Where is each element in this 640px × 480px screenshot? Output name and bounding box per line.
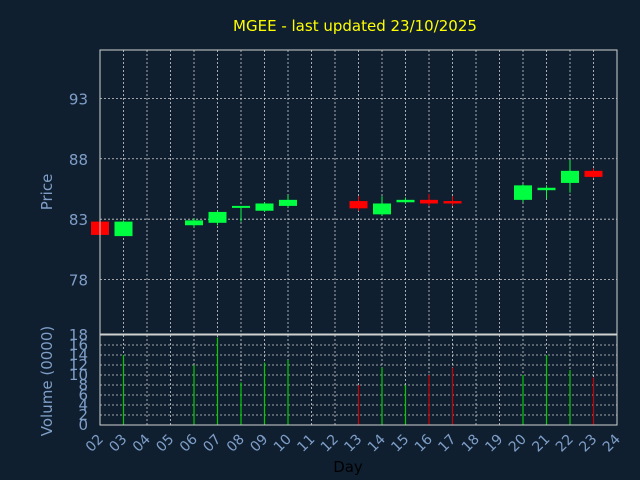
candle-23 — [584, 168, 603, 179]
price-axis-label: Price — [38, 174, 56, 211]
day-tick-label: 10 — [271, 432, 295, 456]
candle-21 — [537, 185, 556, 199]
candle-body — [255, 203, 274, 211]
candle-22 — [561, 159, 579, 193]
day-tick-label: 20 — [506, 432, 530, 456]
day-tick-label: 23 — [576, 432, 600, 456]
day-tick-label: 16 — [412, 431, 436, 455]
volume-tick-label: 18 — [69, 326, 88, 344]
day-tick-labels: 02 03 04 05 06 07 08 09 10 11 12 13 14 15 16 17 18 19 20 21… — [83, 431, 624, 455]
candle-13 — [349, 196, 368, 211]
candle-body — [584, 170, 603, 177]
price-tick-label: 78 — [69, 272, 88, 290]
candle-15 — [396, 197, 415, 204]
candle-body — [373, 203, 391, 215]
volume-tick-label: 10 — [69, 366, 88, 384]
day-tick-label: 24 — [600, 431, 624, 455]
volume-tick-label: 0 — [78, 416, 88, 434]
candle-body — [114, 221, 133, 237]
day-tick-label: 09 — [247, 432, 271, 456]
day-tick-label: 07 — [200, 432, 224, 456]
candle-body — [396, 199, 415, 203]
day-tick-label: 18 — [459, 432, 483, 456]
volume-tick-label: 2 — [78, 406, 88, 424]
candle-07 — [208, 210, 227, 226]
candle-17 — [443, 196, 462, 206]
volume-tick-label: 14 — [69, 346, 88, 364]
candle-16 — [420, 193, 438, 206]
day-tick-label: 08 — [224, 432, 248, 456]
candle-03 — [114, 220, 133, 237]
candle-20 — [514, 184, 532, 203]
candle-body — [279, 199, 297, 206]
volume-tick-label: 16 — [69, 336, 88, 354]
volume-tick-label: 8 — [78, 376, 88, 394]
day-tick-label: 12 — [318, 432, 342, 456]
price-panel-frame — [99, 49, 618, 335]
candle-body — [561, 170, 579, 183]
volume-axis-label: Volume (0000) — [38, 326, 56, 436]
day-tick-label: 02 — [83, 432, 107, 456]
day-tick-label: 03 — [106, 432, 130, 456]
candle-body — [443, 201, 462, 204]
day-tick-label: 06 — [177, 431, 201, 455]
candle-09 — [255, 202, 274, 212]
volume-panel-frame — [99, 334, 618, 426]
candle-body — [208, 211, 227, 223]
candle-body — [537, 187, 556, 191]
volume-tick-label: 4 — [78, 396, 88, 414]
volume-tick-label: 12 — [69, 356, 88, 374]
day-tick-label: 13 — [341, 432, 365, 456]
day-tick-label: 14 — [365, 431, 389, 455]
day-tick-label: 21 — [529, 432, 553, 456]
volume-tick-label: 6 — [78, 386, 88, 404]
day-tick-label: 22 — [553, 432, 577, 456]
candle-10 — [279, 195, 297, 208]
price-tick-label: 83 — [69, 211, 88, 229]
price-tick-label: 88 — [69, 151, 88, 169]
day-tick-label: 17 — [435, 432, 459, 456]
candle-body — [514, 185, 532, 200]
day-tick-label: 15 — [388, 432, 412, 456]
candle-body — [185, 220, 203, 226]
chart-title: MGEE - last updated 23/10/2025 — [233, 17, 477, 35]
day-tick-label: 05 — [153, 432, 177, 456]
volume-bars — [122, 337, 595, 425]
candle-08 — [232, 205, 250, 222]
candle-body — [349, 201, 368, 209]
candle-body — [232, 205, 250, 208]
candle-06 — [185, 217, 203, 228]
day-tick-label: 11 — [294, 432, 318, 456]
day-tick-label: 04 — [130, 431, 154, 455]
candle-14 — [373, 196, 391, 216]
price-tick-labels: 78 83 88 93 — [69, 90, 88, 289]
price-candles — [91, 159, 603, 237]
day-axis-label: Day — [333, 458, 363, 476]
day-tick-label: 19 — [482, 432, 506, 456]
candle-body — [420, 199, 438, 204]
price-tick-label: 93 — [69, 90, 88, 108]
price-gridlines — [99, 50, 618, 334]
